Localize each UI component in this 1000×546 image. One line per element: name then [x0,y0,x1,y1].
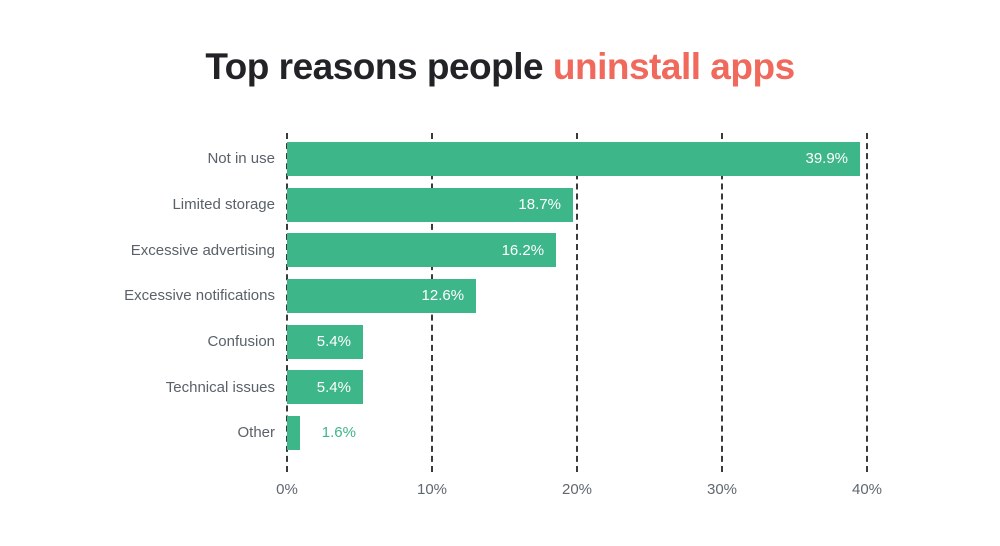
bar-row: Technical issues 5.4% [0,364,1000,410]
bar: 12.6% [287,278,477,313]
category-label: Confusion [207,333,275,351]
value-label: 18.7% [518,196,561,214]
value-label: 39.9% [805,150,849,168]
bar-row: Limited storage 18.7% [0,182,1000,228]
x-tick-label: 20% [561,481,593,498]
category-label: Not in use [207,150,275,168]
x-tick-label: 40% [851,481,883,498]
gridline [721,133,723,472]
category-label: Excessive advertising [130,241,275,259]
x-tick-label: 10% [416,481,448,498]
bar: 5.4% [287,324,363,359]
value-label: 16.2% [501,241,545,259]
value-label: 5.4% [316,333,351,351]
bar [287,415,300,450]
bar-row: Other 1.6% [0,410,1000,456]
value-label: 5.4% [316,378,351,396]
plot-area: Not in use 39.9% Limited storage 18.7% Exces… [0,133,1000,513]
x-tick-label: 30% [706,481,738,498]
bar-track: 1.6% [287,415,867,450]
bar-row: Excessive advertising 16.2% [0,227,1000,273]
chart-title-accent: uninstall apps [552,46,795,87]
x-axis: 0% 10% 20% 30% 40% [276,481,882,501]
bar: 5.4% [287,370,363,405]
gridline [576,133,578,472]
bar-row: Not in use 39.9% [0,136,1000,182]
bar-rows: Not in use 39.9% Limited storage 18.7% Exces… [0,136,1000,456]
value-label: 1.6% [321,423,356,441]
bar-row: Confusion 5.4% [0,319,1000,365]
x-tick-label: 0% [276,481,298,498]
category-label: Technical issues [165,378,275,396]
chart-title-main: Top reasons people [205,46,544,87]
bar-track: 39.9% [287,141,867,176]
value-label: 12.6% [421,287,465,305]
category-label: Excessive notifications [124,287,275,305]
bar: 39.9% [287,141,861,176]
bar-track: 16.2% [287,233,867,268]
category-label: Limited storage [172,196,275,214]
bar: 16.2% [287,233,557,268]
bar-track: 5.4% [287,370,867,405]
gridline [866,133,868,472]
bar-row: Excessive notifications 12.6% [0,273,1000,319]
bar: 18.7% [287,187,573,222]
bar-track: 12.6% [287,278,867,313]
bar-track: 18.7% [287,187,867,222]
bar-track: 5.4% [287,324,867,359]
chart-title: Top reasons people uninstall apps [0,46,1000,88]
category-label: Other [237,424,275,442]
